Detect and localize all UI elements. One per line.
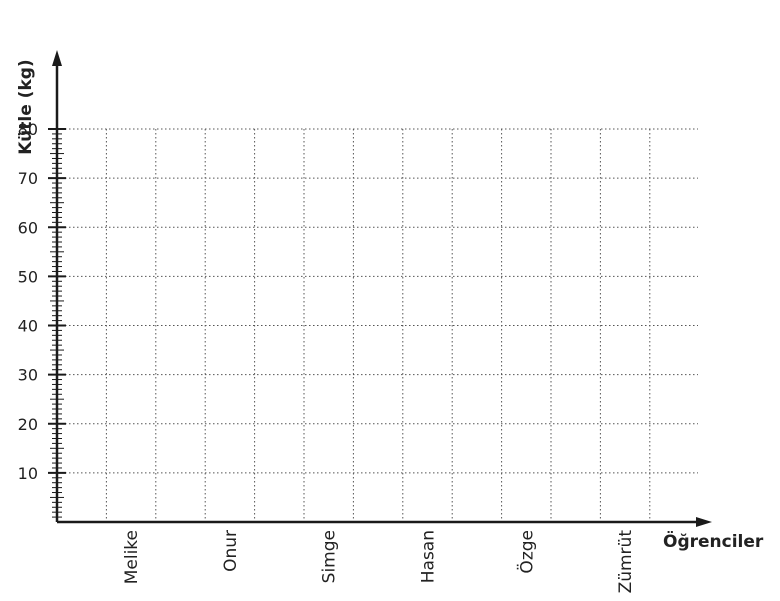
y-tick-labels: 10 20 30 40 50 60 70 80: [18, 120, 38, 483]
y-tick-label: 50: [18, 267, 38, 286]
y-tick-label: 20: [18, 415, 38, 434]
x-category-label: Özge: [515, 530, 537, 574]
x-category-labels: Melike Onur Simge Hasan Özge Zümrüt: [122, 530, 636, 594]
x-category-label: Zümrüt: [616, 530, 636, 594]
y-axis-arrow-icon: [52, 50, 62, 66]
x-axis-arrow-icon: [696, 517, 712, 527]
y-tick-label: 80: [18, 120, 38, 139]
x-category-label: Melike: [122, 530, 142, 584]
x-axis-label: Öğrenciler: [663, 530, 764, 552]
x-category-label: Onur: [221, 530, 241, 572]
y-tick-label: 40: [18, 317, 38, 336]
x-category-label: Simge: [320, 530, 340, 583]
grid-lines: [57, 128, 698, 522]
x-category-label: Hasan: [419, 530, 439, 583]
y-tick-label: 60: [18, 218, 38, 237]
y-tick-label: 10: [18, 464, 38, 483]
y-tick-label: 30: [18, 366, 38, 385]
y-axis-label: Kütle (kg): [16, 59, 36, 154]
y-tick-label: 70: [18, 169, 38, 188]
